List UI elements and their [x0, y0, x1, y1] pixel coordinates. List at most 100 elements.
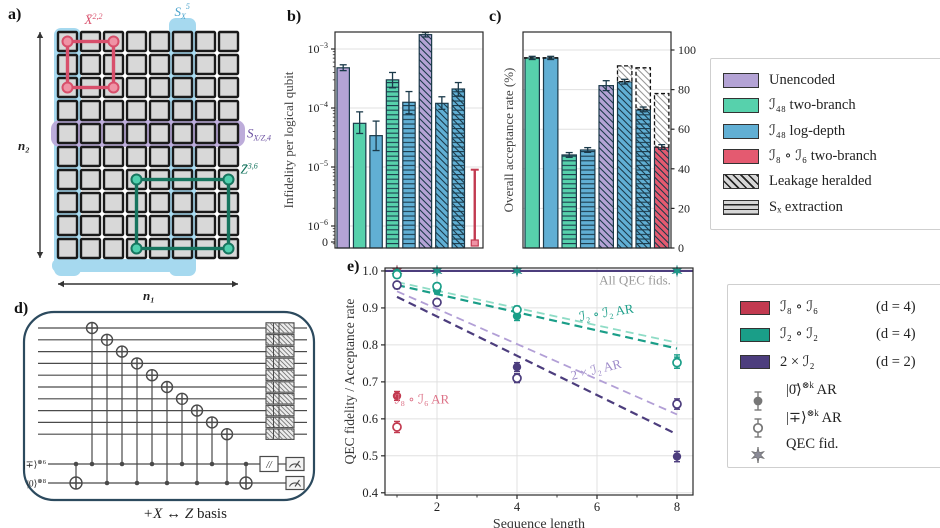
qubit-site — [171, 191, 194, 214]
panel-b-ylabel: Infidelity per logical qubit — [281, 71, 296, 208]
qubit-site — [102, 214, 125, 237]
legend-item-label: ℐ₄₈ two-branch — [769, 97, 856, 114]
qubit-site — [217, 53, 240, 76]
logical-x-corner — [107, 81, 120, 94]
n1-label: n₁ — [143, 288, 155, 303]
qubit-site — [79, 53, 102, 76]
qubit-site — [217, 122, 240, 145]
purple-swatch — [723, 73, 759, 89]
legend-item-label: |0̄⟩⊗k AR — [786, 380, 837, 399]
y-tick-label: 80 — [678, 83, 690, 97]
qubit-site — [171, 30, 194, 53]
qubit-site — [125, 145, 148, 168]
qubit-site — [102, 145, 125, 168]
ancilla-register-label: |∓⟩⊗6 — [24, 459, 47, 471]
y-tick-label: 0 — [678, 241, 684, 255]
panel-c-label: c) — [489, 8, 502, 25]
n2-label: n₂ — [18, 138, 30, 153]
qubit-site — [194, 30, 217, 53]
qubit-site — [194, 76, 217, 99]
qubit-site — [171, 145, 194, 168]
qubit-site — [194, 191, 217, 214]
qubit-site — [125, 30, 148, 53]
series-swatch — [740, 355, 770, 370]
qubit-site — [217, 145, 240, 168]
legend-item-label: Leakage heralded — [769, 173, 872, 190]
qubit-site — [79, 191, 102, 214]
x-tick-label: 2 — [434, 500, 440, 514]
qubit-site — [171, 76, 194, 99]
qubit-site — [56, 214, 79, 237]
circuit-caption: +X ↔ Z basis — [60, 506, 310, 523]
qubit-site — [102, 168, 125, 191]
qubit-site — [79, 145, 102, 168]
qubit-site — [56, 145, 79, 168]
ancilla-register-label: |0⟩⊗8 — [27, 478, 46, 490]
logical-x-loop — [65, 39, 116, 90]
qubit-site — [171, 53, 194, 76]
data-point-filled — [512, 362, 522, 372]
qubit-site — [56, 122, 79, 145]
qubit-site — [79, 122, 102, 145]
logical-x-corner — [61, 81, 74, 94]
panel-e-ylabel: QEC fidelity / Acceptance rate — [342, 299, 357, 465]
plot-annotation: ℐ₂ ∘ ℐ₂ AR — [578, 301, 635, 324]
y-tick-label: 0.4 — [362, 486, 378, 500]
qubit-site — [56, 99, 79, 122]
qubit-site — [148, 145, 171, 168]
data-point-filled — [672, 452, 682, 461]
qubit-site — [148, 30, 171, 53]
y-tick-label: 20 — [678, 201, 690, 215]
legend-item-dimension: (d = 4) — [876, 299, 916, 316]
circuit-caption-math: +X ↔ Z — [143, 506, 194, 522]
qubit-site — [102, 237, 125, 260]
qubit-site — [79, 168, 102, 191]
logical-z-corner — [222, 242, 235, 255]
logical-z-corner — [222, 173, 235, 186]
legend-item: ℐ₂ ∘ ℐ₂ (d = 4) — [740, 322, 936, 347]
x-tick-label: 4 — [514, 500, 521, 514]
legend-item: ℐ₄₈ log-depth — [723, 119, 940, 144]
logical-z-corner — [130, 173, 143, 186]
legend-item: Sₓ extraction — [723, 195, 940, 220]
qubit-site — [171, 214, 194, 237]
qec-fid-star — [671, 264, 683, 278]
legend-item-label: ℐ₄₈ log-depth — [769, 122, 846, 139]
bar — [369, 135, 383, 248]
y-tick-label: 10−5 — [307, 159, 328, 174]
logical-x-corner — [61, 35, 74, 48]
qubit-site — [125, 53, 148, 76]
qubit-site — [148, 191, 171, 214]
bar — [337, 67, 350, 248]
panel-c-acceptance-chart: 0 20 40 60 80 100 Overall acceptance rate (%) — [501, 31, 696, 255]
qubit-site — [148, 214, 171, 237]
panel-c-ylabel: Overall acceptance rate (%) — [501, 68, 516, 213]
qec-fid-star — [511, 264, 523, 278]
hatch-diag-swatch — [723, 174, 759, 190]
panel-d-label: d) — [14, 300, 29, 317]
zero-bar-marker — [470, 239, 479, 247]
legend-item-label: 2 × ℐ₂ — [780, 353, 815, 370]
legend-item-label: ℐ₈ ∘ ℐ₆ two-branch — [769, 148, 877, 165]
bar — [543, 57, 558, 248]
legend-item-label: |∓⟩⊗k AR — [786, 407, 842, 426]
data-point-open — [432, 281, 442, 292]
legend-item-dimension: (d = 2) — [876, 353, 916, 370]
red-swatch — [723, 149, 759, 165]
legend-item: QEC fid. — [740, 432, 936, 464]
data-point-open — [672, 399, 682, 409]
qubit-site — [79, 99, 102, 122]
qubit-site — [148, 76, 171, 99]
panel-a-label: a) — [8, 6, 22, 23]
y-tick-label: 60 — [678, 122, 690, 136]
logical-z-loop — [134, 177, 231, 251]
legend-item: ℐ₄₈ two-branch — [723, 93, 940, 118]
qubit-site — [148, 53, 171, 76]
qubit-site — [171, 99, 194, 122]
qubit-site — [102, 99, 125, 122]
series-swatch — [740, 300, 770, 315]
y-tick-label: 1.0 — [362, 264, 378, 278]
plot-annotation: All QEC fids. — [599, 273, 671, 288]
